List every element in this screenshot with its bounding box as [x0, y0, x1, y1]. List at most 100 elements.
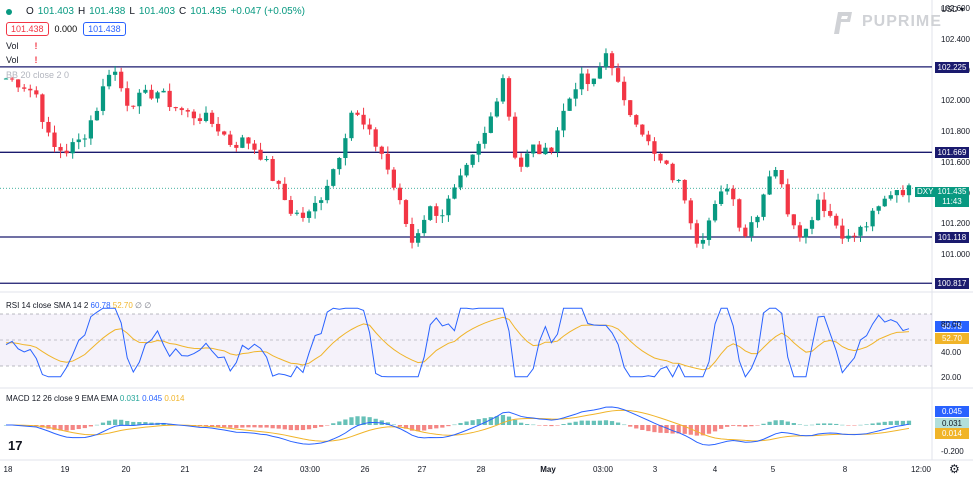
macd-histogram-bar — [700, 425, 706, 436]
bollinger-label[interactable]: BB 20 close 2 0 — [6, 70, 70, 80]
candle-body — [555, 130, 560, 153]
macd-histogram-bar — [579, 420, 584, 425]
price-tick: 101.200 — [941, 219, 970, 229]
candle-body — [882, 198, 887, 207]
volume-indicator-2[interactable]: Vol! — [6, 55, 38, 65]
macd-histogram-bar — [646, 425, 651, 432]
rsi-sma-line — [6, 316, 910, 371]
candle-body — [494, 101, 500, 117]
open-label: O — [26, 6, 34, 17]
macd-histogram-bar — [640, 425, 645, 430]
gear-icon[interactable]: ⚙ — [949, 462, 960, 476]
candle-body — [403, 200, 409, 225]
candle-body — [434, 206, 439, 216]
candle-body — [852, 235, 857, 237]
macd-histogram-bar — [828, 423, 833, 425]
price-tick: 102.600 — [941, 4, 970, 14]
market-status-dot — [6, 8, 12, 15]
candle-body — [179, 108, 184, 111]
macd-histogram-bar — [470, 420, 475, 425]
macd-histogram-bar — [519, 422, 524, 425]
macd-histogram-bar — [670, 425, 675, 434]
candle-body — [34, 90, 39, 95]
macd-histogram-bar — [809, 424, 815, 426]
macd-histogram-bar — [900, 420, 906, 425]
candle-body — [797, 225, 803, 238]
macd-histogram-bar — [228, 425, 233, 428]
price-tick: 101.600 — [941, 157, 970, 167]
macd-histogram-bar — [82, 425, 87, 429]
candle-body — [597, 67, 603, 79]
macd-histogram-bar — [858, 424, 863, 426]
candle-body — [652, 141, 657, 154]
candle-body — [603, 53, 609, 68]
volume-indicator-1[interactable]: Vol! — [6, 41, 38, 51]
macd-histogram-bar — [409, 425, 415, 431]
candle-body — [155, 92, 160, 99]
macd-histogram-bar — [282, 425, 287, 430]
price-tick: 101.800 — [941, 127, 970, 137]
candle-body — [100, 86, 106, 111]
macd-histogram-bar — [791, 423, 796, 425]
warning-icon: ! — [34, 41, 38, 51]
brand-logo: PUPRIME — [828, 8, 942, 36]
macd-value-tag: 0.045 — [935, 406, 969, 417]
rsi-value-tag: 60.78 — [935, 321, 969, 332]
macd-histogram-bar — [264, 425, 269, 428]
candle-body — [767, 176, 772, 195]
candle-body — [373, 129, 378, 147]
price-tick: 102.400 — [941, 34, 970, 44]
candle-body — [288, 200, 293, 214]
macd-histogram-bar — [482, 418, 487, 425]
candle-body — [70, 142, 75, 154]
macd-hist-value: 0.031 — [119, 394, 140, 403]
bid-button[interactable]: 101.438 — [6, 22, 49, 36]
candle-body — [773, 170, 778, 177]
macd-histogram-bar — [537, 425, 542, 426]
candle-body — [615, 68, 621, 82]
macd-histogram-bar — [337, 421, 342, 425]
macd-value: 0.045 — [142, 394, 163, 403]
rsi-legend[interactable]: RSI 14 close SMA 14 2 60.78 52.70 ∅ ∅ — [6, 301, 151, 310]
candle-body — [173, 107, 178, 109]
currency-selector[interactable]: USD ▾ — [941, 5, 964, 14]
macd-histogram-bar — [622, 424, 627, 426]
candle-body — [391, 169, 396, 188]
volume-label: Vol — [6, 41, 19, 51]
candle-body — [591, 78, 596, 85]
macd-histogram-bar — [597, 420, 603, 425]
macd-histogram-bar — [70, 425, 75, 430]
candle-body — [88, 120, 93, 139]
rsi-tick-20: 20.00 — [941, 373, 962, 382]
candle-body — [294, 212, 300, 214]
rsi-sma-tag: 52.70 — [935, 333, 969, 344]
candle-body — [531, 144, 536, 154]
macd-histogram-bar — [216, 425, 221, 427]
macd-histogram-bar — [391, 424, 396, 426]
candle-body — [519, 157, 524, 167]
macd-histogram-bar — [361, 416, 366, 425]
time-tick: 27 — [417, 465, 427, 474]
macd-histogram-bar — [731, 425, 736, 426]
macd-line — [6, 406, 910, 446]
candle-body — [216, 123, 221, 132]
macd-histogram-bar — [870, 423, 875, 425]
macd-histogram-bar — [276, 425, 281, 429]
macd-histogram-bar — [312, 425, 318, 429]
candle-body — [185, 110, 190, 112]
candle-body — [94, 110, 100, 121]
macd-histogram-bar — [664, 425, 669, 434]
macd-legend[interactable]: MACD 12 26 close 9 EMA EMA 0.031 0.045 0… — [6, 394, 184, 403]
candle-body — [706, 220, 712, 240]
candle-body — [664, 160, 669, 164]
countdown: 11:43 — [942, 197, 962, 206]
time-tick: 24 — [253, 465, 263, 474]
macd-histogram-bar — [58, 425, 63, 431]
candle-body — [609, 53, 615, 69]
macd-histogram-bar — [785, 421, 790, 425]
candle-body — [894, 190, 899, 196]
last-price: 101.435 — [937, 187, 967, 196]
ask-button[interactable]: 101.438 — [83, 22, 126, 36]
candle-body — [343, 138, 348, 159]
